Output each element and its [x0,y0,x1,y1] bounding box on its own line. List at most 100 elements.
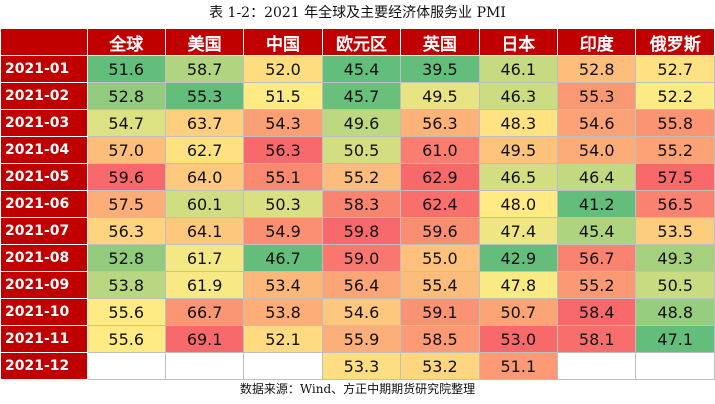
pmi-value-cell: 58.1 [557,325,637,353]
table-row: 2021-01 51.6 58.7 52.0 45.4 39.5 46.1 52.8 52.7 [0,55,715,83]
pmi-value-cell: 51.6 [86,55,166,83]
pmi-value-cell: 53.8 [86,271,166,299]
pmi-value-cell: 49.3 [635,244,715,272]
pmi-value-cell: 61.7 [164,244,245,272]
table-row: 2021-03 54.7 63.7 54.3 49.6 56.3 48.3 54.6 55.8 [0,109,715,137]
pmi-value-cell: 55.4 [400,271,480,299]
row-month-label: 2021-03 [0,109,88,137]
pmi-value-cell: 59.1 [400,298,480,326]
pmi-value-cell: 56.7 [557,244,637,272]
pmi-value-cell: 55.3 [557,82,637,110]
pmi-value-cell: 54.9 [243,217,323,245]
pmi-value-cell: 54.0 [557,136,637,164]
pmi-value-cell: 39.5 [400,55,480,83]
pmi-value-cell: 51.5 [243,82,323,110]
pmi-value-cell: 59.8 [321,217,402,245]
row-month-label: 2021-11 [0,325,88,353]
pmi-value-cell: 52.8 [86,82,166,110]
pmi-value-cell: 56.3 [86,217,166,245]
pmi-value-cell: 50.3 [243,190,323,218]
pmi-value-cell: 48.3 [478,109,559,137]
pmi-value-cell: 58.4 [557,298,637,326]
pmi-value-cell: 46.7 [243,244,323,272]
pmi-value-cell: 49.5 [400,82,480,110]
pmi-value-cell: 46.5 [478,163,559,191]
pmi-value-cell: 56.3 [243,136,323,164]
table-row: 2021-09 53.8 61.9 53.4 56.4 55.4 47.8 55.2 50.5 [0,271,715,299]
pmi-value-cell: 50.5 [635,271,715,299]
row-month-label: 2021-09 [0,271,88,299]
row-month-label: 2021-10 [0,298,88,326]
pmi-value-cell: 47.8 [478,271,559,299]
pmi-value-cell: 46.1 [478,55,559,83]
pmi-value-cell: 55.1 [243,163,323,191]
pmi-value-cell: 49.5 [478,136,559,164]
pmi-value-cell: 55.2 [635,136,715,164]
pmi-value-cell: 57.5 [635,163,715,191]
pmi-value-cell: 62.7 [164,136,245,164]
pmi-value-cell: 64.1 [164,217,245,245]
pmi-value-cell: 52.2 [635,82,715,110]
pmi-value-cell: 52.1 [243,325,323,353]
table-row: 2021-04 57.0 62.7 56.3 50.5 61.0 49.5 54.0 55.2 [0,136,715,164]
pmi-value-cell: 52.8 [557,55,637,83]
table-row: 2021-10 55.6 66.7 53.8 54.6 59.1 50.7 58.4 48.8 [0,298,715,326]
pmi-value-cell: 60.1 [164,190,245,218]
row-month-label: 2021-04 [0,136,88,164]
pmi-value-cell: 61.9 [164,271,245,299]
pmi-value-cell: 55.0 [400,244,480,272]
table-row: 2021-07 56.3 64.1 54.9 59.8 59.6 47.4 45.4 53.5 [0,217,715,245]
pmi-value-cell: 59.0 [321,244,402,272]
pmi-value-cell: 54.7 [86,109,166,137]
table-row: 2021-11 55.6 69.1 52.1 55.9 58.5 53.0 58.1 47.1 [0,325,715,353]
pmi-value-cell: 56.3 [400,109,480,137]
pmi-value-cell [243,352,323,380]
pmi-value-cell: 52.0 [243,55,323,83]
pmi-value-cell: 56.5 [635,190,715,218]
row-month-label: 2021-08 [0,244,88,272]
row-month-label: 2021-05 [0,163,88,191]
pmi-value-cell: 55.6 [86,325,166,353]
row-month-label: 2021-07 [0,217,88,245]
pmi-value-cell: 54.3 [243,109,323,137]
pmi-value-cell: 56.4 [321,271,402,299]
pmi-value-cell: 57.5 [86,190,166,218]
pmi-value-cell: 47.1 [635,325,715,353]
pmi-value-cell: 55.2 [321,163,402,191]
pmi-value-cell: 54.6 [557,109,637,137]
table-row: 2021-05 59.6 64.0 55.1 55.2 62.9 46.5 46.4 57.5 [0,163,715,191]
pmi-value-cell: 42.9 [478,244,559,272]
pmi-value-cell: 58.5 [400,325,480,353]
table-caption: 表 1-2：2021 年全球及主要经济体服务业 PMI [209,5,506,21]
pmi-value-cell: 55.8 [635,109,715,137]
pmi-value-cell: 45.4 [321,55,402,83]
pmi-value-cell: 49.6 [321,109,402,137]
pmi-value-cell: 45.4 [557,217,637,245]
table-row: 2021-02 52.8 55.3 51.5 45.7 49.5 46.3 55.3 52.2 [0,82,715,110]
pmi-value-cell: 48.8 [635,298,715,326]
pmi-value-cell: 55.9 [321,325,402,353]
pmi-value-cell: 46.3 [478,82,559,110]
header-row: 全球 美国 中国 欧元区 英国 日本 印度 俄罗斯 [0,28,715,56]
pmi-value-cell: 53.4 [243,271,323,299]
table-row: 2021-06 57.5 60.1 50.3 58.3 62.4 48.0 41.2 56.5 [0,190,715,218]
column-header: 印度 [557,28,637,56]
column-header: 中国 [243,28,323,56]
pmi-value-cell: 52.8 [86,244,166,272]
pmi-value-cell: 47.4 [478,217,559,245]
pmi-value-cell: 48.0 [478,190,559,218]
pmi-value-cell: 53.8 [243,298,323,326]
pmi-value-cell: 55.3 [164,82,245,110]
pmi-value-cell [86,352,166,380]
pmi-value-cell: 66.7 [164,298,245,326]
pmi-value-cell: 45.7 [321,82,402,110]
pmi-table: 全球 美国 中国 欧元区 英国 日本 印度 俄罗斯 2021-01 51.6 58.7 52.0 45… [0,28,715,380]
row-month-label: 2021-02 [0,82,88,110]
pmi-value-cell: 57.0 [86,136,166,164]
pmi-value-cell: 46.4 [557,163,637,191]
table-body: 2021-01 51.6 58.7 52.0 45.4 39.5 46.1 52.8 52.7 2… [0,55,715,380]
pmi-value-cell: 61.0 [400,136,480,164]
row-month-label: 2021-12 [0,352,88,380]
pmi-value-cell: 52.7 [635,55,715,83]
pmi-value-cell [164,352,245,380]
